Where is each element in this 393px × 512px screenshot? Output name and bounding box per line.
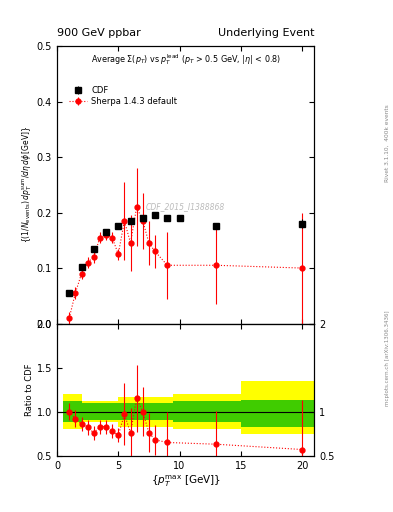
- Bar: [81, 403, 118, 420]
- Bar: [118, 403, 173, 420]
- Bar: [118, 397, 173, 426]
- Bar: [241, 381, 314, 434]
- X-axis label: $\{p_T^\mathrm{max}\ [\mathrm{GeV}]\}$: $\{p_T^\mathrm{max}\ [\mathrm{GeV}]\}$: [151, 473, 221, 489]
- Text: 900 GeV ppbar: 900 GeV ppbar: [57, 28, 141, 38]
- Text: Average $\Sigma(p_T)$ vs $p_T^\mathrm{lead}$ ($p_T$ > 0.5 GeV, $|\eta|$ < 0.8): Average $\Sigma(p_T)$ vs $p_T^\mathrm{le…: [91, 52, 281, 67]
- Text: Rivet 3.1.10,  400k events: Rivet 3.1.10, 400k events: [385, 104, 389, 182]
- Legend: CDF, Sherpa 1.4.3 default: CDF, Sherpa 1.4.3 default: [66, 83, 180, 108]
- Bar: [63, 394, 81, 429]
- Text: mcplots.cern.ch [arXiv:1306.3436]: mcplots.cern.ch [arXiv:1306.3436]: [385, 311, 389, 406]
- Text: Underlying Event: Underlying Event: [218, 28, 314, 38]
- Text: CDF_2015_I1388868: CDF_2015_I1388868: [146, 203, 225, 211]
- Y-axis label: $\{(1/N_\mathrm{events})\,dp_T^\mathrm{sum}/d\eta\,d\phi\,[\mathrm{GeV}]\}$: $\{(1/N_\mathrm{events})\,dp_T^\mathrm{s…: [20, 126, 34, 244]
- Bar: [173, 394, 241, 429]
- Bar: [63, 401, 81, 422]
- Bar: [173, 401, 241, 422]
- Bar: [81, 401, 118, 422]
- Y-axis label: Ratio to CDF: Ratio to CDF: [25, 364, 34, 416]
- Bar: [241, 400, 314, 428]
